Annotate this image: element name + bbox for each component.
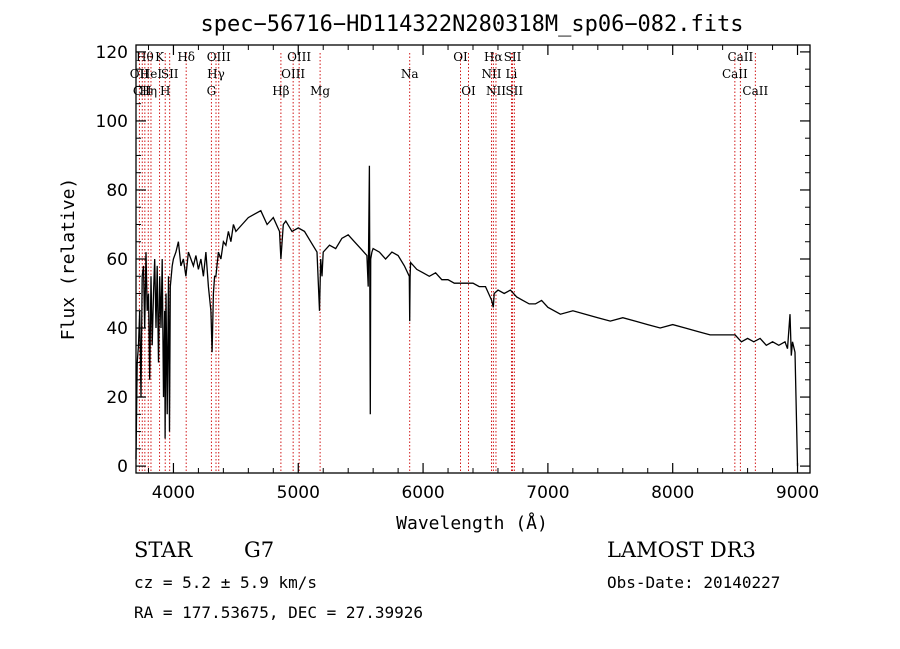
line-marker-label: Hγ: [207, 67, 225, 81]
ra-dec-coordinates: RA = 177.53675, DEC = 27.39926: [134, 603, 423, 622]
line-marker-label: Mg: [310, 84, 330, 98]
line-marker-label: Na: [401, 67, 419, 81]
x-tick-label: 8000: [651, 483, 694, 503]
line-marker-label: CaII: [727, 50, 753, 64]
line-marker-label: CII: [133, 84, 152, 98]
line-marker-label: OIII: [207, 50, 231, 64]
x-axis-ticks: 4000 5000 6000 7000 8000 9000: [147, 45, 819, 503]
line-marker-label: Hα: [484, 50, 503, 64]
plot-frame: [135, 44, 811, 474]
y-tick-label: 60: [106, 250, 128, 270]
line-marker-label: CaII: [742, 84, 768, 98]
line-marker-label: OIII: [281, 67, 305, 81]
line-marker-label: Hβ: [272, 84, 289, 98]
line-marker-label: OI: [461, 84, 476, 98]
x-tick-label: 6000: [401, 483, 444, 503]
y-tick-label: 0: [117, 457, 128, 477]
line-marker-label: Hη: [139, 84, 157, 98]
line-marker-label: SII: [504, 50, 522, 64]
x-tick-label: 4000: [152, 483, 195, 503]
y-axis-label: Flux (relative): [58, 178, 79, 341]
line-marker-label: OIII: [287, 50, 311, 64]
line-marker-label: Hθ: [136, 50, 154, 64]
line-marker-label: SII: [161, 67, 179, 81]
y-tick-label: 120: [96, 43, 128, 63]
observation-date: Obs-Date: 20140227: [607, 573, 781, 592]
line-marker-label: G: [207, 84, 217, 98]
line-marker-label: Li: [506, 67, 518, 81]
emission-line-markers: [138, 53, 756, 473]
redshift-cz: cz = 5.2 ± 5.9 km/s: [134, 573, 318, 592]
y-tick-label: 40: [106, 319, 128, 339]
y-tick-label: 20: [106, 388, 128, 408]
line-marker-label: SII: [505, 84, 523, 98]
line-marker-label: NII: [481, 67, 501, 81]
line-marker-label: NII: [486, 84, 506, 98]
line-marker-label: Hδ: [177, 50, 195, 64]
survey-name: LAMOST DR3: [607, 538, 756, 562]
x-tick-label: 7000: [526, 483, 569, 503]
object-subclass: G7: [244, 538, 275, 562]
x-axis-label: Wavelength (Å): [396, 512, 548, 534]
y-axis-ticks: 0 20 40 60 80 100 120: [96, 43, 810, 477]
line-marker-label: CaII: [722, 67, 748, 81]
line-marker-label: OII: [130, 67, 150, 81]
spectrum-chart: spec−56716−HD114322N280318M_sp06−082.fit…: [58, 12, 819, 534]
line-marker-label: HeI: [140, 67, 163, 81]
x-tick-label: 5000: [277, 483, 320, 503]
y-tick-label: 80: [106, 181, 128, 201]
object-class: STAR: [134, 538, 193, 562]
spectrum-line: [135, 165, 799, 467]
line-marker-label: K: [155, 50, 165, 64]
chart-title: spec−56716−HD114322N280318M_sp06−082.fit…: [200, 12, 743, 37]
y-tick-label: 100: [96, 112, 128, 132]
line-marker-label: H: [160, 84, 170, 98]
line-marker-label: OI: [453, 50, 468, 64]
emission-line-labels: OII CII Hθ Hη HeI K H SII Hδ G Hγ OIII Hβ OIII OIII Mg N…: [130, 50, 769, 98]
x-tick-label: 9000: [776, 483, 819, 503]
